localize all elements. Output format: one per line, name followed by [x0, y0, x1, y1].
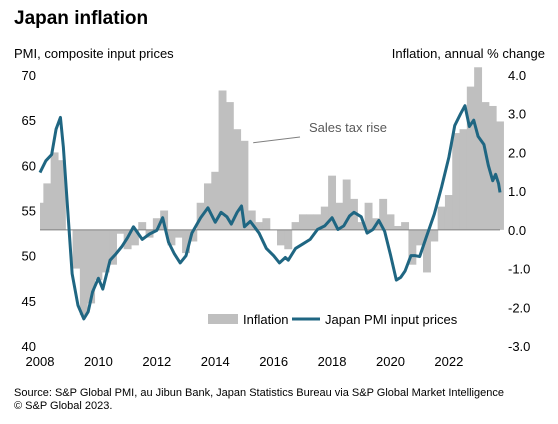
inflation-bar [474, 67, 483, 230]
x-tick-label: 2010 [84, 354, 113, 369]
inflation-bar [466, 86, 475, 230]
chart-title: Japan inflation [14, 8, 149, 29]
x-tick-label: 2012 [142, 354, 171, 369]
right-tick-label: -1.0 [508, 262, 530, 277]
inflation-bar [218, 90, 227, 230]
inflation-bar [496, 121, 504, 230]
left-tick-label: 70 [22, 68, 36, 83]
x-tick-label: 2022 [434, 354, 463, 369]
inflation-bar [87, 229, 96, 304]
inflation-bar [320, 206, 329, 230]
inflation-bar [225, 102, 234, 230]
annotation-label: Sales tax rise [309, 120, 387, 135]
right-tick-label: -2.0 [508, 300, 530, 315]
right-tick-label: 3.0 [508, 107, 526, 122]
inflation-bar [130, 229, 139, 246]
inflation-bar [116, 229, 125, 234]
inflation-bar [335, 202, 344, 230]
inflation-bar [342, 179, 351, 230]
inflation-bar [262, 218, 271, 230]
inflation-bar [350, 198, 358, 230]
inflation-bar [233, 129, 242, 230]
inflation-bar [255, 222, 263, 230]
inflation-bar [306, 214, 315, 230]
left-tick-label: 55 [22, 204, 36, 219]
inflation-bar [313, 214, 322, 230]
inflation-bar [240, 140, 249, 230]
inflation-bar [109, 229, 117, 265]
inflation-bar [401, 222, 410, 230]
x-tick-label: 2016 [259, 354, 288, 369]
inflation-bar [488, 105, 497, 230]
inflation-bar [481, 102, 490, 230]
inflation-bar [328, 175, 337, 230]
inflation-bar [379, 198, 388, 230]
left-tick-label: 65 [22, 113, 36, 128]
inflation-bar [291, 222, 300, 230]
left-axis-title: PMI, composite input prices [14, 46, 174, 61]
inflation-bar [152, 218, 161, 230]
source-note: Source: S&P Global PMI, au Jibun Bank, J… [14, 387, 504, 413]
inflation-bar [43, 183, 52, 230]
left-tick-label: 45 [22, 294, 36, 309]
inflation-bar [167, 229, 176, 246]
inflation-bar [174, 229, 183, 238]
right-axis-title: Inflation, annual % change [392, 46, 545, 61]
legend-swatch-inflation [208, 314, 238, 324]
inflation-bar [408, 229, 417, 265]
inflation-bar [138, 222, 147, 230]
inflation-bar [182, 229, 190, 254]
x-tick-label: 2014 [201, 354, 230, 369]
inflation-bar [284, 229, 293, 250]
inflation-bar [101, 229, 110, 273]
inflation-bar [393, 225, 402, 230]
inflation-bar [386, 214, 395, 230]
legend-label-pmi: Japan PMI input prices [325, 312, 458, 327]
inflation-bar [364, 202, 373, 230]
inflation-bar [423, 229, 431, 273]
inflation-bar [50, 152, 59, 230]
pmi-line [38, 104, 502, 321]
inflation-bar [277, 229, 285, 246]
x-tick-label: 2018 [318, 354, 347, 369]
chart-svg: PMI, composite input prices Inflation, an… [14, 46, 545, 369]
legend: Inflation Japan PMI input prices [208, 312, 458, 327]
source-line-2: © S&P Global 2023. [14, 400, 113, 412]
source-line-1: Source: S&P Global PMI, au Jibun Bank, J… [14, 387, 504, 399]
inflation-bar [211, 171, 220, 230]
inflation-bar [72, 229, 81, 269]
inflation-bar [298, 214, 307, 230]
right-tick-label: 2.0 [508, 145, 526, 160]
right-tick-label: 1.0 [508, 184, 526, 199]
right-tick-label: 0.0 [508, 223, 526, 238]
inflation-bar [357, 222, 366, 230]
legend-label-inflation: Inflation [243, 312, 289, 327]
left-tick-label: 50 [22, 249, 36, 264]
inflation-bar [79, 229, 88, 316]
inflation-bars [40, 67, 504, 316]
x-tick-label: 2020 [376, 354, 405, 369]
inflation-bar [444, 195, 453, 230]
left-tick-label: 40 [22, 339, 36, 354]
inflation-bar [189, 229, 198, 242]
inflation-bar [459, 129, 468, 230]
x-tick-label: 2008 [26, 354, 55, 369]
inflation-bar [415, 229, 424, 246]
annotation-leader [253, 136, 301, 144]
inflation-bar [94, 229, 103, 281]
inflation-bar [430, 229, 439, 242]
inflation-bar [247, 210, 256, 230]
inflation-bar [57, 160, 66, 230]
left-tick-label: 60 [22, 158, 36, 173]
inflation-bar [437, 206, 446, 230]
right-tick-label: -3.0 [508, 339, 530, 354]
inflation-bar [452, 133, 461, 230]
right-tick-label: 4.0 [508, 68, 526, 83]
